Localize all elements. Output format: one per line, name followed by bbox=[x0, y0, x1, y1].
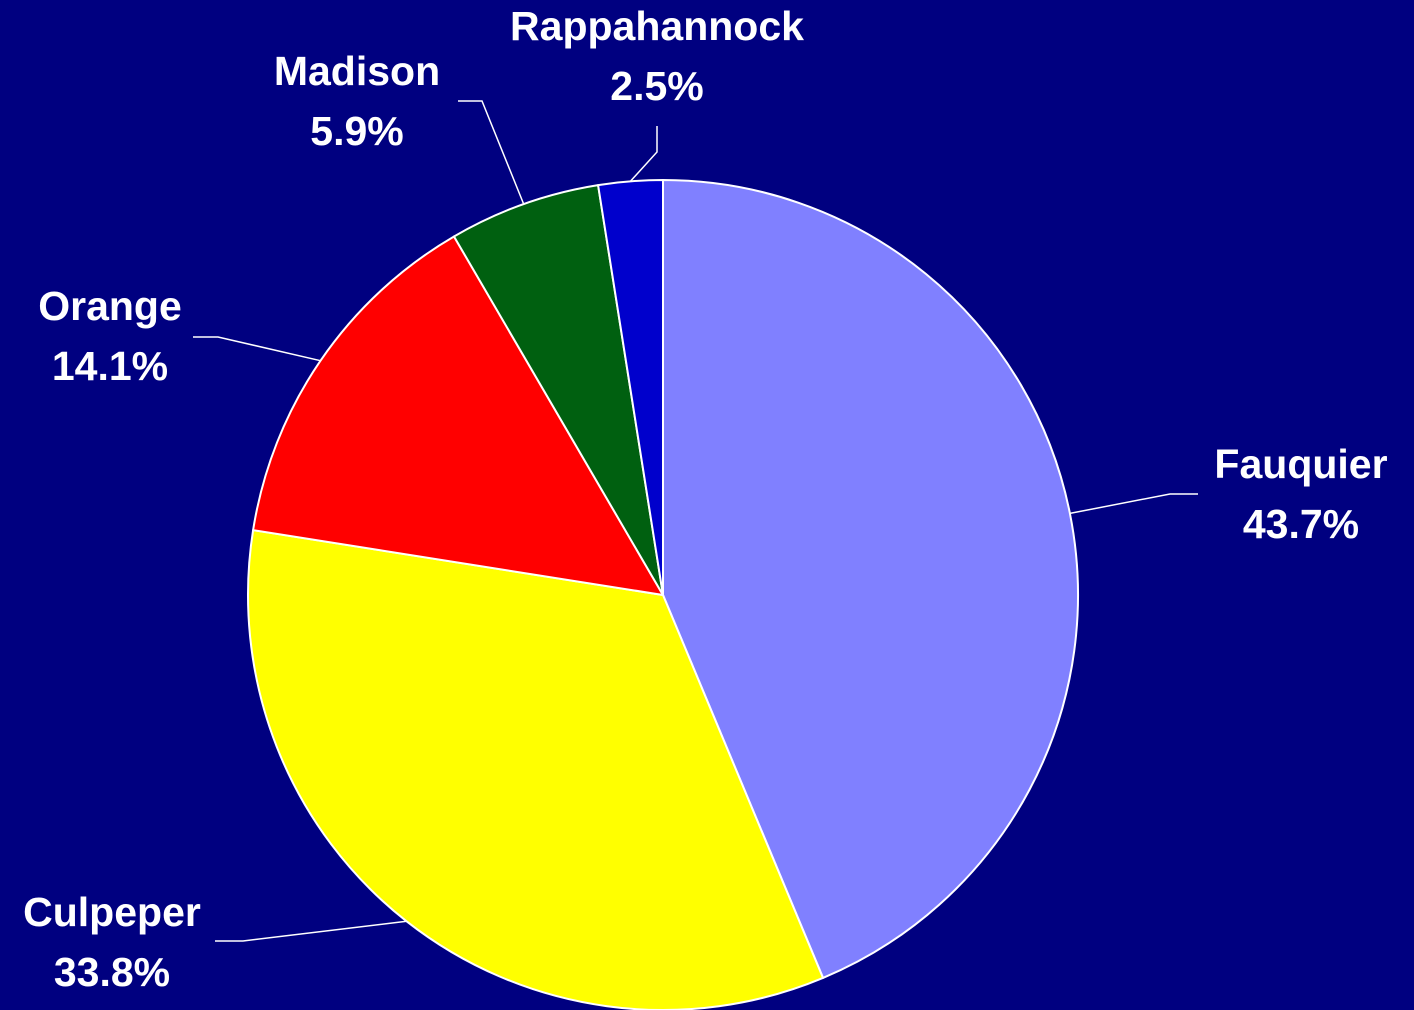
leader-line-madison bbox=[458, 100, 525, 205]
leader-lines bbox=[193, 100, 1198, 942]
leader-line-orange bbox=[193, 336, 321, 362]
leader-line-fauquier bbox=[1069, 493, 1198, 515]
slice-value-rappahannock: 2.5% bbox=[610, 63, 703, 109]
slice-value-orange: 14.1% bbox=[52, 343, 168, 389]
slice-label-orange: Orange bbox=[38, 283, 182, 329]
pie-slices bbox=[247, 179, 1080, 1010]
leader-line-culpeper bbox=[215, 920, 407, 942]
slice-label-madison: Madison bbox=[274, 48, 440, 94]
slice-value-fauquier: 43.7% bbox=[1243, 501, 1359, 547]
slice-value-madison: 5.9% bbox=[310, 108, 403, 154]
slice-value-culpeper: 33.8% bbox=[54, 949, 170, 995]
slice-label-culpeper: Culpeper bbox=[23, 889, 201, 935]
leader-line-rappahannock bbox=[629, 126, 658, 182]
slice-labels: Fauquier 43.7% Culpeper 33.8% Orange 14.1% Mad… bbox=[23, 3, 1387, 995]
slice-label-rappahannock: Rappahannock bbox=[510, 3, 804, 49]
slice-label-fauquier: Fauquier bbox=[1214, 441, 1387, 487]
